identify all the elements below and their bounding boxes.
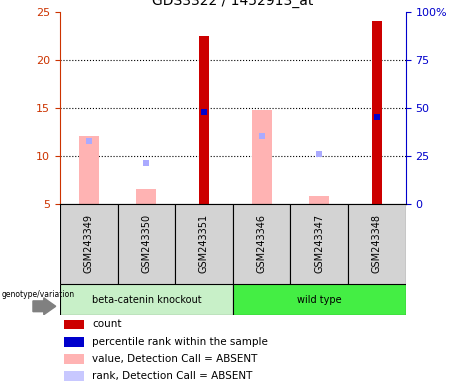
Text: GSM243351: GSM243351 bbox=[199, 214, 209, 273]
Bar bbox=[64, 319, 84, 329]
Text: GSM243346: GSM243346 bbox=[257, 214, 266, 273]
Text: genotype/variation: genotype/variation bbox=[1, 290, 74, 300]
Text: GSM243347: GSM243347 bbox=[314, 214, 324, 273]
Text: count: count bbox=[92, 319, 122, 329]
Bar bbox=[199, 36, 209, 204]
Text: percentile rank within the sample: percentile rank within the sample bbox=[92, 337, 268, 347]
Bar bbox=[118, 204, 175, 284]
Bar bbox=[372, 21, 382, 204]
Text: beta-catenin knockout: beta-catenin knockout bbox=[92, 295, 201, 305]
Bar bbox=[60, 284, 233, 315]
Bar bbox=[64, 354, 84, 364]
Bar bbox=[64, 371, 84, 381]
Bar bbox=[233, 284, 406, 315]
Bar bbox=[79, 136, 99, 204]
Text: GSM243350: GSM243350 bbox=[142, 214, 151, 273]
Text: value, Detection Call = ABSENT: value, Detection Call = ABSENT bbox=[92, 354, 257, 364]
Bar bbox=[64, 337, 84, 346]
Bar bbox=[252, 111, 272, 204]
Text: rank, Detection Call = ABSENT: rank, Detection Call = ABSENT bbox=[92, 371, 252, 381]
Bar bbox=[60, 204, 118, 284]
Bar bbox=[136, 189, 156, 204]
Bar bbox=[309, 196, 329, 204]
Bar bbox=[290, 204, 348, 284]
Text: wild type: wild type bbox=[297, 295, 342, 305]
FancyArrow shape bbox=[33, 298, 56, 315]
Title: GDS3322 / 1452913_at: GDS3322 / 1452913_at bbox=[152, 0, 313, 8]
Text: GSM243348: GSM243348 bbox=[372, 214, 382, 273]
Bar bbox=[233, 204, 290, 284]
Bar bbox=[175, 204, 233, 284]
Text: GSM243349: GSM243349 bbox=[84, 214, 94, 273]
Bar bbox=[348, 204, 406, 284]
